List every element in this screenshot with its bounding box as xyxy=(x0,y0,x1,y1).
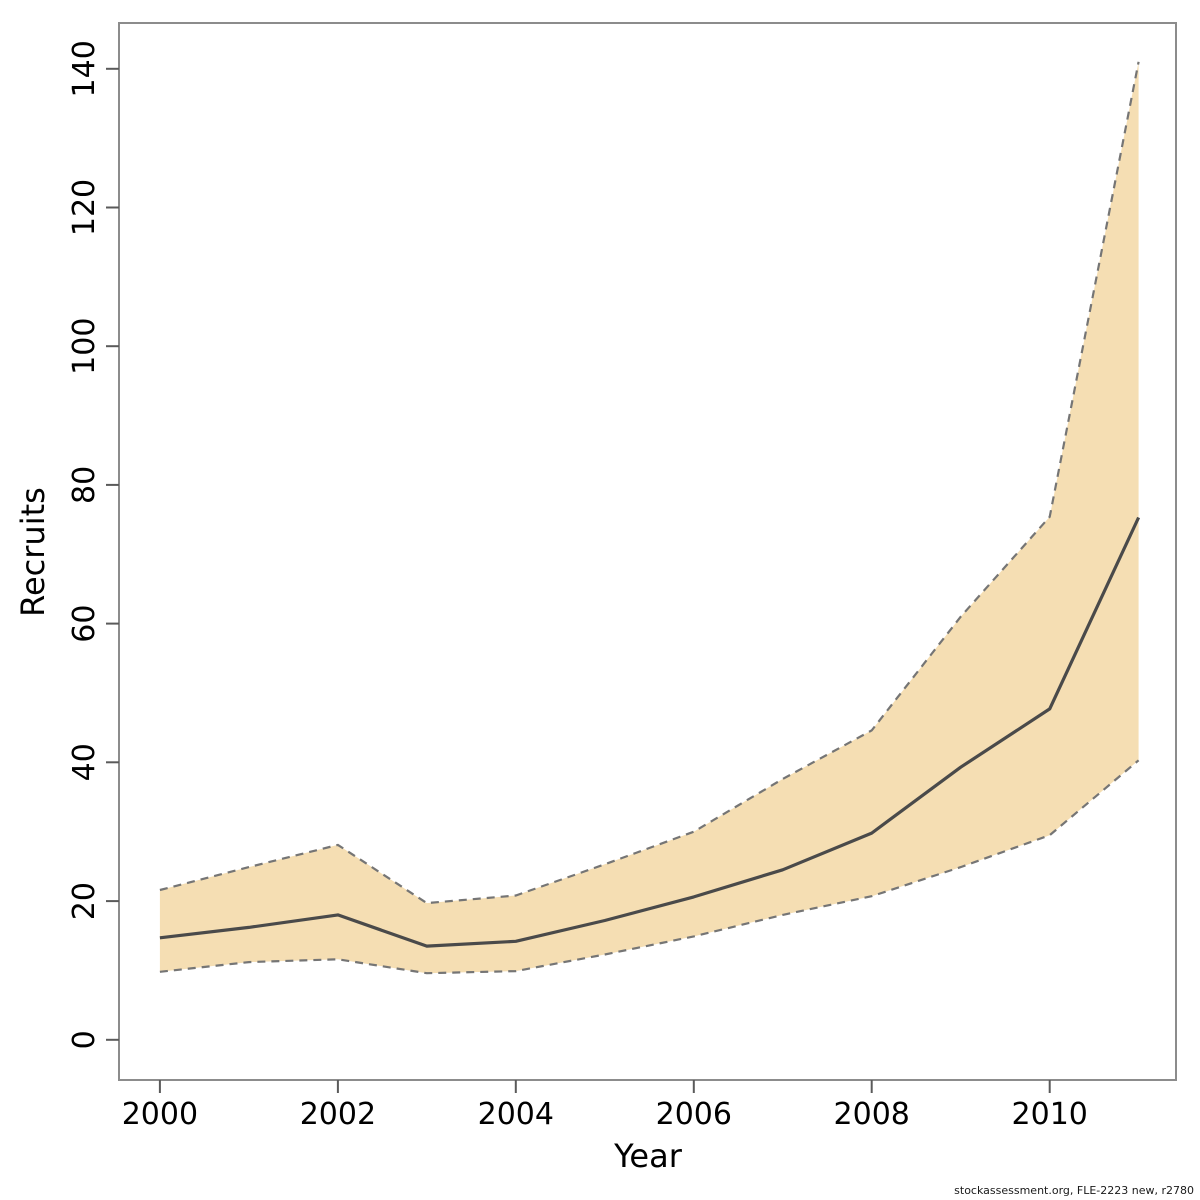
x-tick-label: 2010 xyxy=(1012,1097,1088,1132)
y-tick-label: 100 xyxy=(67,318,102,375)
x-axis-title: Year xyxy=(613,1137,683,1175)
y-axis-ticks: 0 20 40 60 80 100 120 140 xyxy=(67,40,119,1049)
footer-watermark: stockassessment.org, FLE-2223 new, r2780 xyxy=(954,1184,1194,1197)
x-tick-label: 2002 xyxy=(300,1097,376,1132)
x-axis-ticks: 2000 2002 2004 2006 2008 2010 xyxy=(122,1080,1088,1132)
y-tick-label: 0 xyxy=(67,1030,102,1049)
x-tick-label: 2008 xyxy=(834,1097,910,1132)
x-tick-label: 2004 xyxy=(478,1097,554,1132)
y-tick-label: 40 xyxy=(67,743,102,781)
y-tick-label: 20 xyxy=(67,882,102,920)
y-tick-label: 140 xyxy=(67,40,102,97)
estimate-line xyxy=(159,516,1141,948)
upper-ci-line xyxy=(159,61,1140,905)
plot-box xyxy=(118,22,1177,1081)
lower-ci-line xyxy=(159,759,1140,975)
confidence-band xyxy=(159,61,1139,974)
x-tick-label: 2006 xyxy=(656,1097,732,1132)
y-tick-label: 80 xyxy=(67,466,102,504)
y-tick-label: 60 xyxy=(67,605,102,643)
y-axis-title: Recruits xyxy=(14,487,52,617)
y-tick-label: 120 xyxy=(67,179,102,236)
x-tick-label: 2000 xyxy=(122,1097,198,1132)
